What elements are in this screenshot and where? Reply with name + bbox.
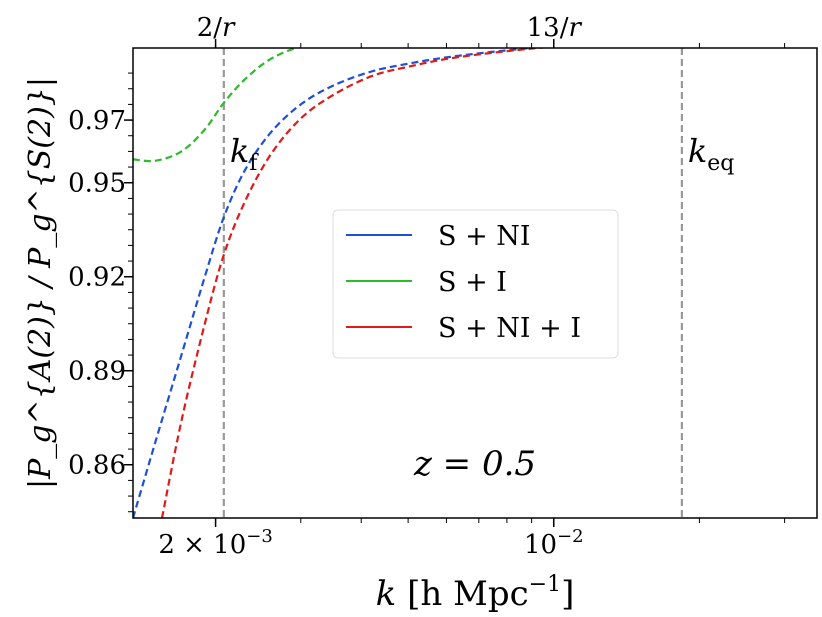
y-tick-label: 0.92 [68, 263, 126, 293]
x-tick-label: 10−2 [524, 526, 584, 560]
y-axis-label: |P_g^{A(2)} / P_g^{S(2)}| [23, 77, 58, 489]
legend-entry: S + I [438, 267, 507, 298]
top-tick-label: 13/r [527, 13, 583, 43]
legend-entry: S + NI + I [438, 313, 581, 344]
top-tick-label: 2/r [197, 13, 236, 43]
y-tick-label: 0.97 [68, 106, 126, 136]
redshift-annotation: z = 0.5 [413, 444, 536, 484]
legend-entry: S + NI [438, 221, 531, 252]
ticks-layer [124, 39, 786, 527]
legend-box [332, 209, 619, 359]
series-line [133, 48, 300, 163]
y-tick-label: 0.86 [68, 451, 126, 481]
keq-label: keq [688, 132, 735, 176]
legend: S + NI S + I S + NI + I [332, 209, 619, 359]
series-line [160, 48, 549, 518]
y-tick-label: 0.89 [68, 357, 126, 387]
x-axis-label: k [h Mpc−1] [376, 572, 575, 614]
kf-label: kf [230, 132, 259, 176]
y-tick-label: 0.95 [68, 169, 126, 199]
plot-frame [132, 47, 818, 519]
data-layer [133, 48, 683, 518]
x-tick-label: 2 × 10−3 [158, 526, 273, 560]
